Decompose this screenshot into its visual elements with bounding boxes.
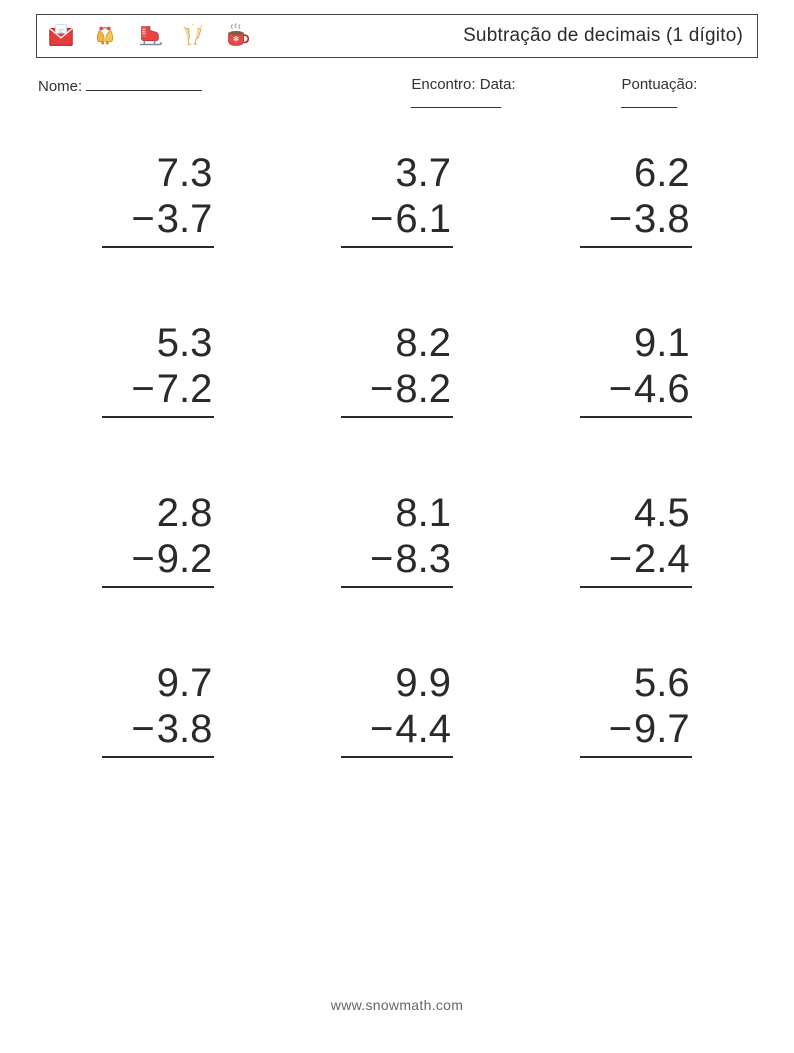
ice-skate-icon xyxy=(133,20,165,52)
hot-cup-icon: ✻ xyxy=(221,20,253,52)
problem-9: 4.5−2.4 xyxy=(521,490,750,588)
minus-operator: − xyxy=(131,196,154,242)
minus-operator: − xyxy=(370,196,393,242)
minuend: 3.7 xyxy=(341,150,453,196)
worksheet-title: Subtração de decimais (1 dígito) xyxy=(463,25,743,47)
minus-operator: − xyxy=(609,196,632,242)
minuend: 8.2 xyxy=(341,320,453,366)
champagne-glasses-icon xyxy=(177,20,209,52)
problem-4: 5.3−7.2 xyxy=(44,320,273,418)
problem-8: 8.1−8.3 xyxy=(283,490,512,588)
minus-operator: − xyxy=(131,366,154,412)
subtrahend-row: −4.4 xyxy=(341,706,453,758)
subtrahend-row: −3.8 xyxy=(102,706,214,758)
pontuacao-blank[interactable] xyxy=(621,93,677,108)
problem-1: 7.3−3.7 xyxy=(44,150,273,248)
problem-3: 6.2−3.8 xyxy=(521,150,750,248)
minuend: 9.1 xyxy=(580,320,692,366)
pontuacao-label: Pontuação: xyxy=(621,76,697,93)
encontro-label: Encontro: Data: xyxy=(411,76,515,93)
minus-operator: − xyxy=(131,706,154,752)
problem-7: 2.8−9.2 xyxy=(44,490,273,588)
data-blank[interactable] xyxy=(411,93,501,108)
header-icons: wish list xyxy=(45,20,253,52)
minus-operator: − xyxy=(370,366,393,412)
nome-label: Nome: xyxy=(38,78,82,95)
minuend: 2.8 xyxy=(102,490,214,536)
minus-operator: − xyxy=(609,366,632,412)
footer-credit: www.snowmath.com xyxy=(0,997,794,1013)
minuend: 9.9 xyxy=(341,660,453,706)
meta-row: Nome: Encontro: Data: Pontuação: xyxy=(36,76,758,112)
subtrahend-row: −9.2 xyxy=(102,536,214,588)
minuend: 5.6 xyxy=(580,660,692,706)
problem-12: 5.6−9.7 xyxy=(521,660,750,758)
minus-operator: − xyxy=(370,536,393,582)
minuend: 8.1 xyxy=(341,490,453,536)
minuend: 4.5 xyxy=(580,490,692,536)
wish-card-icon: wish list xyxy=(45,20,77,52)
subtrahend-row: −4.6 xyxy=(580,366,692,418)
subtrahend-row: −2.4 xyxy=(580,536,692,588)
minus-operator: − xyxy=(609,536,632,582)
minuend: 6.2 xyxy=(580,150,692,196)
nome-blank[interactable] xyxy=(86,76,202,91)
subtrahend-row: −9.7 xyxy=(580,706,692,758)
problem-11: 9.9−4.4 xyxy=(283,660,512,758)
problem-2: 3.7−6.1 xyxy=(283,150,512,248)
svg-text:✻: ✻ xyxy=(233,35,240,44)
subtrahend-row: −6.1 xyxy=(341,196,453,248)
minuend: 7.3 xyxy=(102,150,214,196)
bells-icon xyxy=(89,20,121,52)
subtrahend-row: −8.3 xyxy=(341,536,453,588)
problem-6: 9.1−4.6 xyxy=(521,320,750,418)
subtrahend-row: −3.8 xyxy=(580,196,692,248)
subtrahend-row: −3.7 xyxy=(102,196,214,248)
problem-10: 9.7−3.8 xyxy=(44,660,273,758)
minus-operator: − xyxy=(609,706,632,752)
minus-operator: − xyxy=(370,706,393,752)
minuend: 5.3 xyxy=(102,320,214,366)
svg-text:list: list xyxy=(59,30,63,34)
minuend: 9.7 xyxy=(102,660,214,706)
problem-5: 8.2−8.2 xyxy=(283,320,512,418)
problems-grid: 7.3−3.73.7−6.16.2−3.85.3−7.28.2−8.29.1−4… xyxy=(36,142,758,758)
minus-operator: − xyxy=(131,536,154,582)
header-bar: wish list xyxy=(36,14,758,58)
subtrahend-row: −7.2 xyxy=(102,366,214,418)
subtrahend-row: −8.2 xyxy=(341,366,453,418)
